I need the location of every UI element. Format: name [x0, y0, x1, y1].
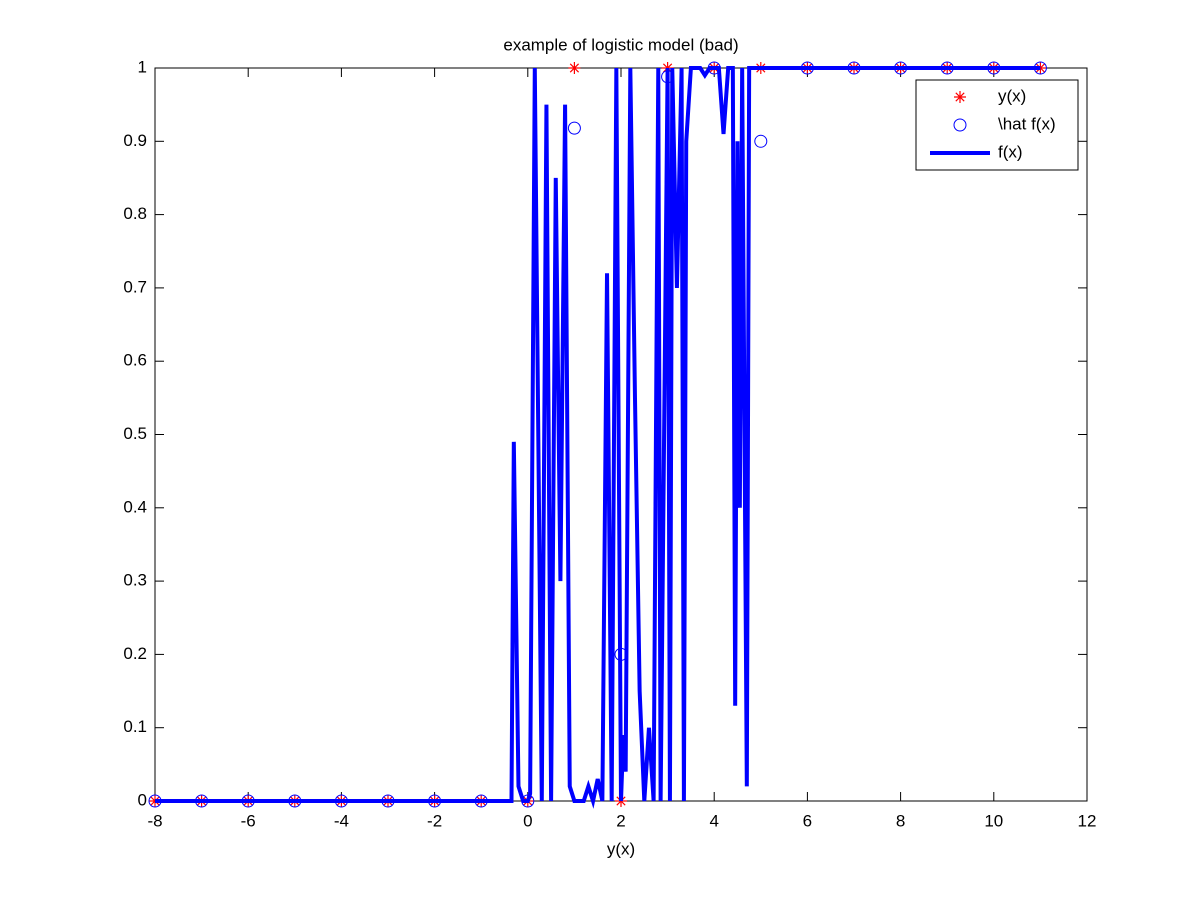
x-tick-label: -4: [334, 811, 349, 830]
x-tick-label: 0: [523, 811, 532, 830]
x-tick-label: 12: [1078, 811, 1097, 830]
x-tick-label: 8: [896, 811, 905, 830]
x-tick-label: -2: [427, 811, 442, 830]
x-tick-label: 6: [803, 811, 812, 830]
f-line: [155, 66, 1041, 809]
legend-label: \hat f(x): [998, 114, 1056, 133]
y-tick-label: 1: [138, 57, 147, 76]
x-tick-label: -6: [241, 811, 256, 830]
y-tick-label: 0.1: [123, 717, 147, 736]
star-marker-shape: [568, 62, 581, 74]
x-tick-label: -8: [147, 811, 162, 830]
y-tick-label: 0.2: [123, 644, 147, 663]
legend-circle: [953, 118, 967, 132]
legend-label: y(x): [998, 86, 1026, 105]
y-tick-label: 0.3: [123, 571, 147, 590]
x-axis-label: y(x): [607, 839, 635, 858]
y-tick-label: 0.5: [123, 424, 147, 443]
circle-marker: [567, 121, 581, 135]
y-tick-label: 0.7: [123, 277, 147, 296]
x-tick-label: 10: [984, 811, 1003, 830]
x-tick-label: 4: [709, 811, 718, 830]
star-marker: [568, 62, 581, 74]
y-tick-label: 0.9: [123, 131, 147, 150]
legend-star-shape: [954, 91, 966, 103]
y-tick-label: 0: [138, 790, 147, 809]
y-tick-label: 0.8: [123, 204, 147, 223]
legend-star: [954, 91, 966, 103]
x-tick-label: 2: [616, 811, 625, 830]
circle-marker: [754, 134, 768, 148]
y-tick-label: 0.6: [123, 351, 147, 370]
legend-label: f(x): [998, 142, 1023, 161]
y-tick-label: 0.4: [123, 497, 147, 516]
chart-title: example of logistic model (bad): [503, 35, 738, 54]
